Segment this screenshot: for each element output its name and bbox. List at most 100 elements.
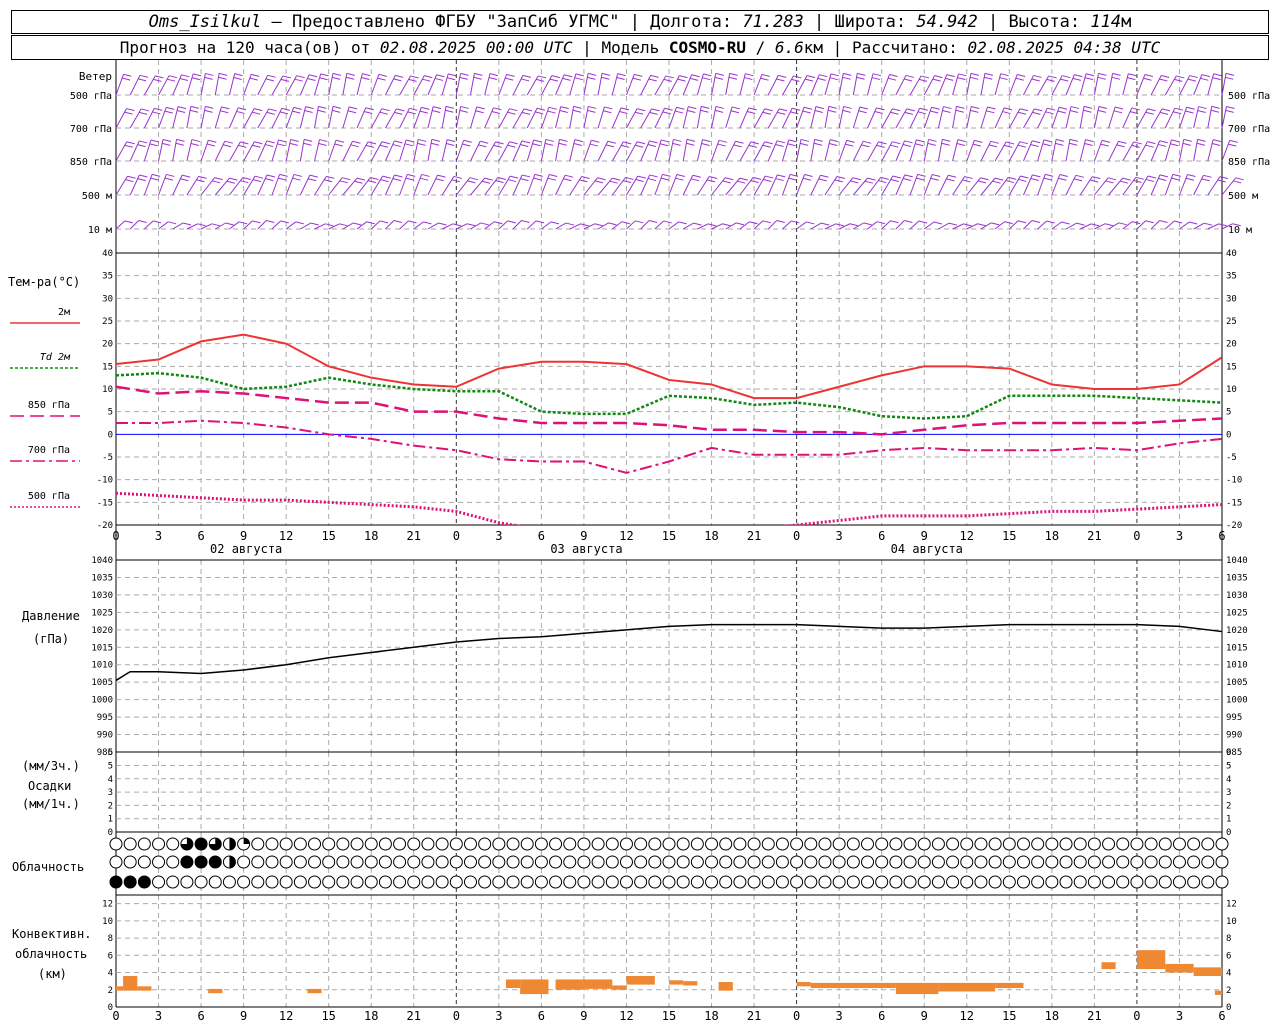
wind-barb — [994, 176, 1017, 196]
wind-barb-feather — [408, 78, 417, 82]
wind-barb — [413, 138, 427, 162]
wind-barb-feather — [1171, 139, 1180, 143]
wind-barb-feather — [1046, 220, 1055, 224]
wind-barb-staff — [186, 106, 192, 129]
wind-barb-feather — [212, 180, 221, 184]
wind-barb-feather — [1218, 223, 1227, 227]
wind-barb-staff — [796, 107, 805, 129]
cloud-title: Облачность — [12, 860, 84, 874]
wind-barb-feather — [392, 178, 401, 182]
wind-barb — [455, 177, 479, 196]
wind-barb-feather — [573, 105, 582, 109]
wind-barb-feather — [218, 76, 227, 80]
wind-barb-feather — [459, 109, 468, 113]
wind-barb — [753, 175, 774, 196]
temp-tick-left: 40 — [102, 249, 113, 259]
wind-barb-staff — [356, 141, 369, 162]
wind-barb-feather — [649, 140, 658, 144]
wind-barb — [569, 105, 582, 129]
wind-barb-feather — [190, 142, 200, 146]
wind-barb-feather — [446, 142, 455, 146]
wind-barb-feather — [348, 106, 358, 110]
wind-barb-feather — [267, 74, 276, 78]
wind-barb-staff — [257, 140, 268, 162]
hour-tick-label-bottom: 6 — [197, 1009, 204, 1023]
wind-barb-feather — [522, 74, 532, 78]
wind-barb-staff — [1207, 176, 1221, 196]
cloud-circle — [407, 837, 421, 851]
cloud-symbol — [719, 875, 733, 889]
wind-barb-feather — [815, 106, 824, 110]
wind-barb-feather — [958, 73, 967, 77]
wind-barb-feather — [948, 222, 958, 226]
wind-barb-feather — [1189, 75, 1198, 79]
wind-barb-feather — [955, 109, 964, 113]
wind-barb-feather — [162, 138, 172, 142]
wind-barb-staff — [1037, 139, 1045, 162]
wind-barb — [952, 139, 966, 162]
wind-barb-feather — [139, 74, 149, 78]
pressure-tick-left: 1040 — [91, 556, 113, 566]
wind-barb-feather — [204, 76, 213, 80]
temp-series-line — [116, 333, 1222, 400]
wind-barb-feather — [1113, 110, 1123, 114]
cloud-circle — [1215, 855, 1229, 869]
wind-barb — [370, 220, 389, 230]
cloud-symbol — [974, 855, 988, 869]
wind-barb-staff — [696, 106, 702, 129]
hour-tick-label-bottom: 9 — [580, 1009, 587, 1023]
wind-barb — [158, 106, 175, 129]
wind-barb — [1051, 221, 1070, 230]
cloud-circle — [109, 855, 123, 869]
wind-barb — [370, 175, 391, 196]
pressure-tick-right: 1025 — [1226, 608, 1248, 618]
wind-barb — [909, 107, 928, 129]
wind-barb-staff — [1037, 75, 1050, 96]
temp-tick-right: -20 — [1226, 521, 1242, 531]
wind-barb-feather — [748, 107, 757, 111]
wind-barb-feather — [417, 142, 426, 146]
hour-tick-label: 12 — [279, 529, 293, 543]
wind-barb — [867, 221, 886, 230]
wind-level-label-left: 500 гПа — [70, 91, 112, 102]
wind-barb — [172, 174, 191, 196]
wind-barb — [569, 73, 584, 96]
wind-barb-feather — [281, 107, 290, 111]
cloud-symbol — [676, 855, 690, 869]
wind-barb — [300, 222, 319, 230]
wind-barb — [342, 222, 362, 230]
cloud-symbol — [549, 875, 563, 889]
conv-cloud-bar — [555, 979, 584, 990]
wind-barb-feather — [510, 175, 519, 179]
wind-barb — [597, 72, 611, 96]
wind-barb-feather — [469, 177, 479, 181]
wind-barb-staff — [470, 177, 486, 196]
wind-barb-feather — [229, 177, 238, 181]
hour-tick-label: 3 — [155, 529, 162, 543]
wind-barb-staff — [413, 139, 419, 162]
cloud-circle — [180, 855, 194, 869]
wind-barb-staff — [370, 220, 381, 230]
wind-barb-feather — [320, 73, 329, 77]
cloud-circle — [761, 875, 775, 889]
cloud-symbol — [1073, 855, 1087, 869]
conv-cloud-bar — [895, 982, 939, 995]
hour-tick-label: 3 — [1176, 529, 1183, 543]
wind-barb-feather — [381, 141, 391, 145]
wind-barb-feather — [972, 143, 982, 147]
wind-barb-feather — [818, 178, 827, 182]
cloud-circle — [520, 837, 534, 851]
wind-barb-feather — [149, 143, 158, 147]
wind-barb-staff — [129, 140, 140, 162]
wind-barb — [441, 175, 463, 196]
wind-barb — [696, 73, 712, 96]
wind-barb-feather — [880, 176, 889, 180]
cloud-symbol — [137, 875, 151, 889]
wind-barb-feather — [507, 220, 516, 224]
cloud-circle — [563, 855, 577, 869]
wind-barb — [158, 173, 175, 196]
wind-barb — [952, 176, 973, 196]
wind-barb — [1008, 108, 1029, 129]
cloud-circle — [1016, 875, 1030, 889]
cloud-symbol — [308, 855, 322, 869]
